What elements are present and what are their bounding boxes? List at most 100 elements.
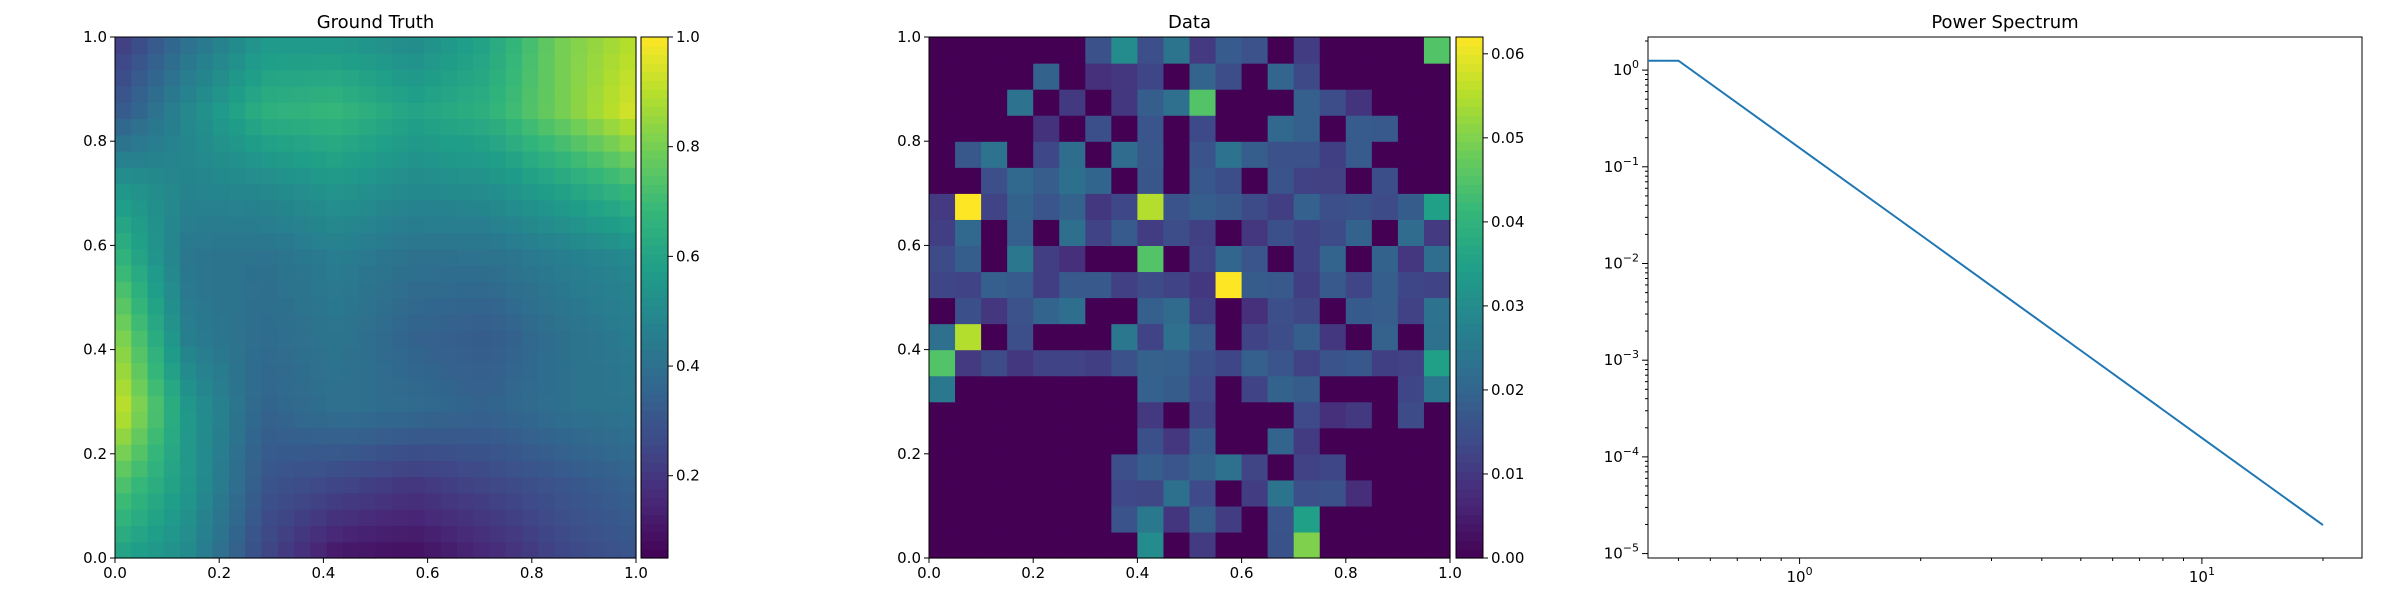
ground-truth-cell: [277, 102, 295, 120]
ground-truth-colorbar-segment: [641, 514, 668, 524]
ground-truth-cell: [570, 509, 588, 527]
ground-truth-cell: [408, 118, 425, 136]
ground-truth-cell: [619, 525, 637, 543]
data-cell: [1059, 323, 1086, 351]
ground-truth-cell: [131, 134, 149, 152]
ground-truth-cell: [147, 248, 165, 266]
ground-truth-cell: [131, 444, 149, 461]
data-cell: [1137, 193, 1165, 220]
data-cell: [1007, 401, 1034, 429]
ground-truth-cell: [619, 102, 637, 120]
ground-truth-cell: [440, 118, 458, 136]
data-colorbar-segment: [1456, 262, 1483, 273]
ground-truth-cell: [489, 460, 507, 478]
ground-truth-cell: [326, 346, 344, 364]
ground-truth-cell: [505, 216, 523, 233]
ground-truth-cell: [131, 85, 149, 103]
ground-truth-cell: [245, 395, 263, 413]
ground-truth-cell: [342, 150, 360, 168]
data-cell: [1423, 115, 1451, 142]
ground-truth-cell: [408, 525, 425, 543]
ground-truth-cell: [115, 134, 132, 152]
ground-truth-cell: [375, 330, 393, 347]
ground-truth-cell: [228, 102, 246, 120]
ground-truth-cell: [359, 167, 377, 185]
ground-truth-cell: [212, 167, 230, 185]
ground-truth-cell: [180, 69, 198, 87]
data-x-tick-label: 0.2: [1021, 564, 1045, 582]
ground-truth-cell: [212, 362, 230, 380]
ground-truth-cell: [440, 199, 458, 217]
ground-truth-cell: [505, 509, 523, 527]
ground-truth-cell: [310, 37, 328, 54]
ground-truth-colorbar-segment: [641, 219, 668, 229]
data-cell: [1371, 297, 1399, 325]
ground-truth-colorbar-segment: [641, 323, 668, 333]
ground-truth-cell: [131, 313, 149, 331]
data-cell: [1033, 297, 1060, 325]
ground-truth-cell: [147, 85, 165, 103]
ground-truth-cell: [277, 313, 295, 331]
ground-truth-cell: [228, 541, 246, 559]
data-cell: [1215, 531, 1243, 559]
ground-truth-cell: [473, 395, 491, 413]
data-cell: [1397, 401, 1425, 429]
data-cell: [1267, 401, 1295, 429]
ground-truth-cell: [180, 509, 198, 527]
ground-truth-cell: [277, 167, 295, 185]
data-colorbar-segment: [1456, 488, 1483, 498]
data-cell: [1163, 297, 1191, 325]
ground-truth-cell: [587, 85, 605, 103]
ground-truth-cell: [473, 476, 491, 494]
data-cell: [1345, 271, 1373, 299]
data-cell: [1397, 453, 1425, 481]
data-cell: [981, 141, 1008, 168]
ground-truth-cell: [196, 330, 214, 347]
tick-exponent: 1: [2208, 565, 2215, 578]
ground-truth-cell: [163, 134, 181, 152]
data-cell: [1033, 531, 1060, 559]
ground-truth-cell: [489, 411, 507, 429]
ground-truth-cell: [587, 362, 605, 380]
ground-truth-cell: [342, 313, 360, 331]
ground-truth-cell: [408, 378, 425, 396]
ground-truth-cell: [538, 346, 556, 364]
data-cell: [1293, 115, 1321, 142]
data-cell: [1371, 37, 1399, 64]
ground-truth-cell: [440, 313, 458, 331]
ground-truth-cell: [619, 248, 637, 266]
data-cell: [1241, 89, 1269, 116]
data-cell: [1189, 245, 1217, 273]
data-colorbar-segment: [1456, 540, 1483, 550]
data-cell: [1059, 63, 1086, 90]
ground-truth-cell: [391, 460, 409, 478]
ground-truth-cell: [326, 378, 344, 396]
ground-truth-cell: [375, 183, 393, 201]
ground-truth-cell: [522, 378, 539, 396]
data-cell: [1137, 349, 1165, 377]
ground-truth-cell: [310, 460, 328, 478]
data-cell: [1215, 37, 1243, 64]
ground-truth-cell: [212, 313, 230, 331]
ground-truth-cell: [180, 313, 198, 331]
power-spectrum-title: Power Spectrum: [1931, 12, 2078, 33]
ground-truth-cell: [342, 199, 360, 217]
ground-truth-cell: [342, 362, 360, 380]
ground-truth-colorbar-segment: [641, 479, 668, 490]
ground-truth-cell: [359, 378, 377, 396]
ground-truth-cell: [163, 525, 181, 543]
data-cell: [981, 401, 1008, 429]
ground-truth-cell: [424, 232, 442, 250]
power-spectrum-y-tick-label: 100: [1613, 58, 1639, 79]
ground-truth-cell: [326, 476, 344, 494]
ground-truth-cell: [294, 362, 311, 380]
ground-truth-colorbar-segment: [641, 245, 668, 255]
ground-truth-cell: [424, 492, 442, 510]
ground-truth-cell: [261, 541, 279, 559]
ground-truth-cell: [603, 411, 621, 429]
data-colorbar-segment: [1456, 306, 1483, 316]
ground-truth-y-tick-label: 0.4: [83, 341, 107, 359]
data-cell: [981, 479, 1008, 507]
data-colorbar-segment: [1456, 167, 1483, 177]
ground-truth-colorbar-segment: [641, 410, 668, 420]
